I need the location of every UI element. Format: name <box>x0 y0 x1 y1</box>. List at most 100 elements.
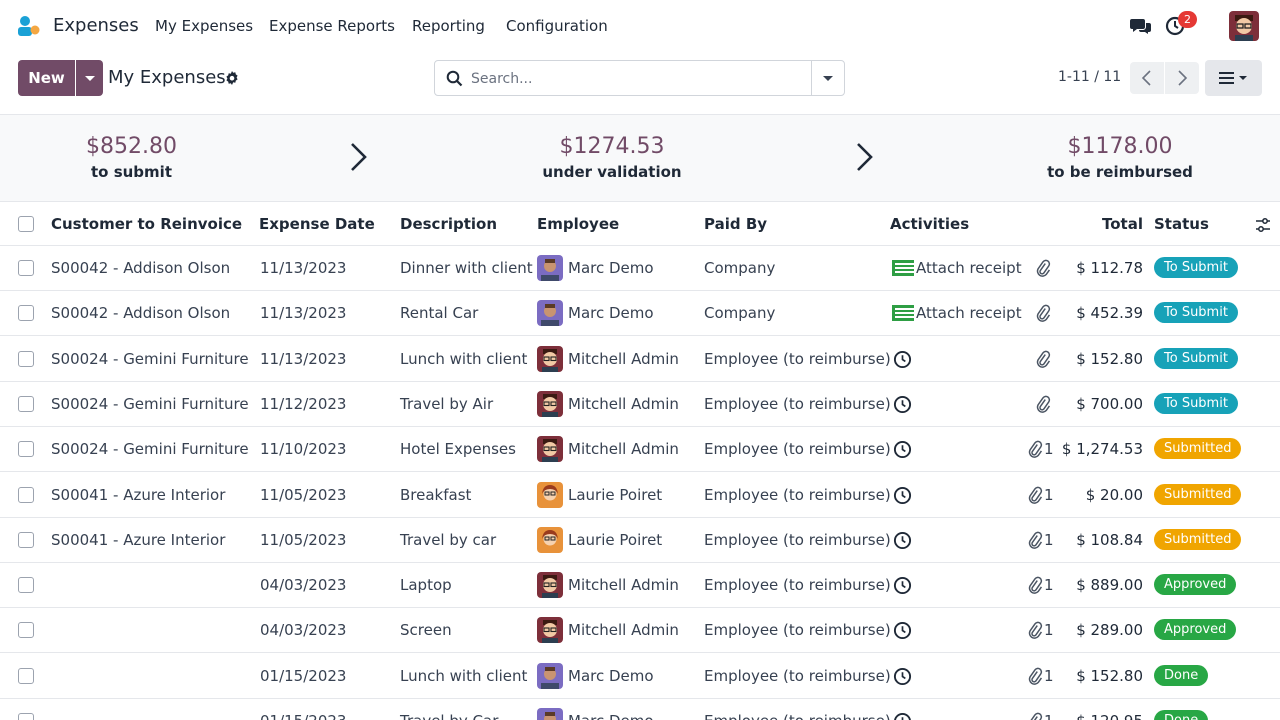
employee-avatar <box>537 662 563 689</box>
chat-icon[interactable] <box>1130 17 1152 35</box>
row-checkbox[interactable] <box>18 260 34 276</box>
description-cell: Breakfast <box>400 485 472 504</box>
table-row[interactable]: 01/15/2023 Travel by Car Marc Demo Employee… <box>0 699 1280 720</box>
activity-clock-icon[interactable] <box>893 531 912 550</box>
paperclip-icon[interactable] <box>1026 486 1044 504</box>
table-header: Customer to Reinvoice Expense Date Descr… <box>0 203 1280 246</box>
paperclip-icon[interactable] <box>1026 621 1044 640</box>
expenses-app-icon[interactable] <box>17 15 41 37</box>
activity-clock-icon[interactable] <box>893 350 912 369</box>
chevron-right-icon <box>857 143 873 171</box>
paid-by-cell: Employee (to reimburse) <box>704 440 891 459</box>
column-header-customer[interactable]: Customer to Reinvoice <box>51 215 243 233</box>
activity-clock-icon[interactable] <box>893 576 912 595</box>
table-row[interactable]: S00042 - Addison Olson 11/13/2023 Dinner w… <box>0 246 1280 291</box>
employee-cell: Mitchell Admin <box>568 621 679 640</box>
new-button[interactable]: New <box>18 60 75 96</box>
gear-icon[interactable] <box>224 70 240 86</box>
customer-cell: S00041 - Azure Interior <box>51 530 226 549</box>
search-input[interactable] <box>471 68 801 90</box>
paperclip-icon[interactable] <box>1026 531 1044 549</box>
customer-cell: S00024 - Gemini Furniture <box>51 349 249 368</box>
column-header-total[interactable]: Total <box>1102 215 1143 233</box>
table-row[interactable]: S00024 - Gemini Furniture 11/12/2023 Trave… <box>0 382 1280 427</box>
employee-cell: Laurie Poiret <box>568 530 663 549</box>
attachment-count: 1 <box>1044 666 1054 685</box>
attach-receipt-activity[interactable]: Attach receipt <box>892 304 1022 322</box>
table-row[interactable]: S00041 - Azure Interior 11/05/2023 Breakfa… <box>0 473 1280 518</box>
pager-previous-button[interactable] <box>1130 62 1164 94</box>
paperclip-icon[interactable] <box>1034 350 1052 368</box>
row-checkbox[interactable] <box>18 395 34 412</box>
new-dropdown-toggle[interactable] <box>76 60 103 96</box>
activity-clock-icon[interactable] <box>893 440 912 459</box>
attachment-count: 1 <box>1044 440 1054 459</box>
activity-label: Attach receipt <box>916 259 1022 277</box>
search-options-toggle[interactable] <box>811 61 844 95</box>
summary-amount: $852.80 <box>86 134 177 159</box>
row-checkbox[interactable] <box>18 486 34 503</box>
attachment-count: 1 <box>1044 621 1054 640</box>
table-row[interactable]: S00024 - Gemini Furniture 11/10/2023 Hotel… <box>0 427 1280 473</box>
column-header-description[interactable]: Description <box>400 215 498 233</box>
paperclip-icon[interactable] <box>1026 440 1044 459</box>
paid-by-cell: Company <box>704 304 776 323</box>
paid-by-cell: Company <box>704 259 776 277</box>
activity-clock-icon[interactable] <box>893 712 912 720</box>
optional-columns-icon[interactable] <box>1255 217 1271 233</box>
paperclip-icon[interactable] <box>1026 667 1044 685</box>
summary-label: to submit <box>91 163 172 181</box>
column-header-activities[interactable]: Activities <box>890 215 970 233</box>
menu-reporting[interactable]: Reporting <box>412 17 485 35</box>
paperclip-icon[interactable] <box>1026 576 1044 594</box>
pager-value[interactable]: 1-11 / 11 <box>1058 69 1122 85</box>
summary-under-validation[interactable]: $1274.53 under validation <box>532 133 692 183</box>
row-checkbox[interactable] <box>18 305 34 322</box>
employee-cell: Laurie Poiret <box>568 485 663 504</box>
menu-expense-reports[interactable]: Expense Reports <box>269 17 395 35</box>
activity-clock-icon[interactable] <box>893 486 912 505</box>
employee-cell: Marc Demo <box>568 304 654 323</box>
menu-configuration[interactable]: Configuration <box>506 17 608 35</box>
paperclip-icon[interactable] <box>1034 395 1052 413</box>
row-checkbox[interactable] <box>18 531 34 548</box>
table-row[interactable]: 04/03/2023 Laptop Mitchell Admin Employee (… <box>0 563 1280 609</box>
status-badge: To Submit <box>1154 392 1238 414</box>
attach-receipt-activity[interactable]: Attach receipt <box>892 259 1022 277</box>
activity-clock-icon[interactable] <box>893 395 912 414</box>
employee-avatar <box>537 436 563 463</box>
paperclip-icon[interactable] <box>1034 259 1052 277</box>
chevron-right-icon <box>351 143 367 171</box>
row-checkbox[interactable] <box>18 577 34 594</box>
description-cell: Dinner with client <box>400 259 533 277</box>
row-checkbox[interactable] <box>18 713 34 720</box>
table-row[interactable]: S00024 - Gemini Furniture 11/13/2023 Lunch… <box>0 337 1280 382</box>
column-header-expense-date[interactable]: Expense Date <box>259 215 375 233</box>
pager-next-button[interactable] <box>1165 62 1199 94</box>
table-row[interactable]: 04/03/2023 Screen Mitchell Admin Employee (… <box>0 608 1280 654</box>
paperclip-icon[interactable] <box>1034 304 1052 323</box>
column-header-employee[interactable]: Employee <box>537 215 620 233</box>
row-checkbox[interactable] <box>18 622 34 639</box>
attachment-count: 1 <box>1044 712 1054 720</box>
expense-date-cell: 11/13/2023 <box>260 259 347 277</box>
table-row[interactable]: 01/15/2023 Lunch with client Marc Demo Empl… <box>0 654 1280 699</box>
activity-clock-icon[interactable] <box>893 621 912 640</box>
column-header-status[interactable]: Status <box>1154 215 1209 233</box>
menu-my-expenses[interactable]: My Expenses <box>155 17 254 35</box>
select-all-checkbox[interactable] <box>18 216 34 232</box>
table-row[interactable]: S00042 - Addison Olson 11/13/2023 Rental C… <box>0 291 1280 337</box>
paperclip-icon[interactable] <box>1026 712 1044 720</box>
summary-to-be-reimbursed[interactable]: $1178.00 to be reimbursed <box>1040 133 1200 183</box>
user-avatar[interactable] <box>1229 11 1259 41</box>
row-checkbox[interactable] <box>18 441 34 458</box>
row-checkbox[interactable] <box>18 350 34 367</box>
activity-clock-icon[interactable] <box>893 667 912 686</box>
row-checkbox[interactable] <box>18 667 34 684</box>
employee-avatar <box>537 526 563 553</box>
column-header-paid-by[interactable]: Paid By <box>704 215 768 233</box>
app-name[interactable]: Expenses <box>53 15 139 36</box>
view-switcher-button[interactable] <box>1205 60 1262 96</box>
table-row[interactable]: S00041 - Azure Interior 11/05/2023 Travel … <box>0 518 1280 563</box>
summary-to-submit[interactable]: $852.80 to submit <box>60 133 203 183</box>
